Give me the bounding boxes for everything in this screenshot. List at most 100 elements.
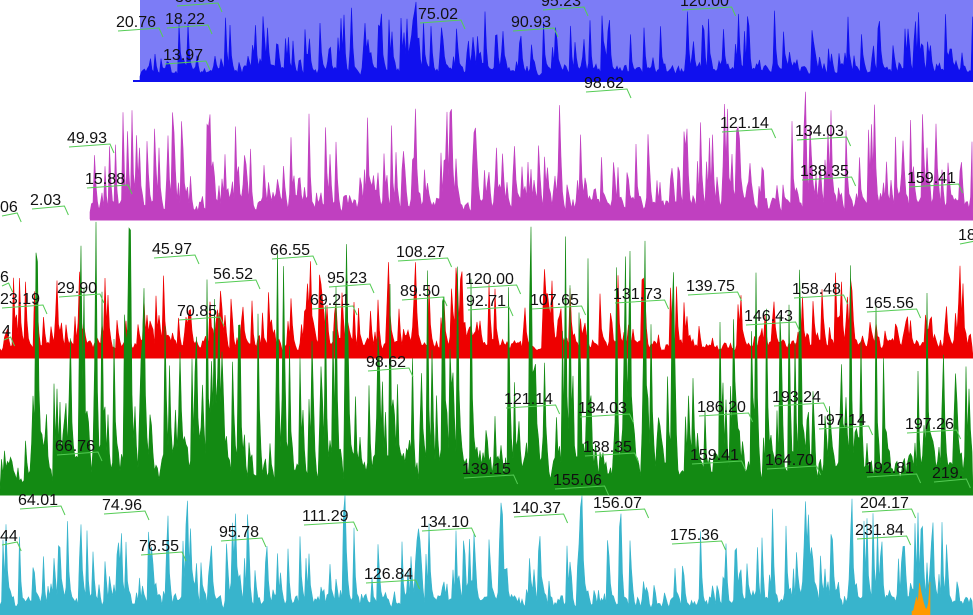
peak-leader <box>1 282 14 293</box>
peak-leader <box>117 27 164 38</box>
peak-leader <box>554 485 610 496</box>
peak-leader <box>933 478 971 489</box>
peak-label: 156.07 <box>593 495 642 512</box>
peak-label: 44 <box>0 528 18 545</box>
peak-leader <box>31 205 69 216</box>
peak-label: 76.55 <box>139 538 179 555</box>
peak-leader <box>1 304 48 315</box>
peak-label: 193.24 <box>772 389 821 406</box>
spectrum-fill-1 <box>139 1 973 82</box>
peak-leader <box>419 19 466 30</box>
peak-leader <box>691 460 747 471</box>
peak-label: 49.93 <box>67 130 107 147</box>
peak-label: 159.41 <box>907 170 956 187</box>
peak-leader <box>164 60 211 71</box>
peak-leader <box>166 24 213 35</box>
peak-leader <box>220 537 267 548</box>
peak-leader <box>801 176 857 187</box>
peak-label: 64.01 <box>18 492 58 509</box>
peak-label: 126.84 <box>364 566 413 583</box>
peak-label: 139.75 <box>686 278 735 295</box>
peak-leader <box>687 291 743 302</box>
peak-label: 165.56 <box>865 295 914 312</box>
peak-leader <box>594 508 650 519</box>
peak-leader <box>178 316 225 327</box>
peak-label: 66.76 <box>55 438 95 455</box>
peak-leader <box>959 240 973 245</box>
peak-label: 120.00 <box>465 271 514 288</box>
peak-leader <box>463 474 519 485</box>
peak-label: 139.15 <box>462 461 511 478</box>
peak-leader-layer <box>1 2 973 590</box>
peak-leader <box>861 508 917 519</box>
peak-label: 95.23 <box>541 0 581 10</box>
peak-label: 197.26 <box>905 416 954 433</box>
peak-leader <box>856 535 912 546</box>
peak-label: 120.00 <box>680 0 729 10</box>
peak-label: 95.78 <box>219 524 259 541</box>
peak-label: 69.21 <box>310 292 350 309</box>
peak-leader <box>818 425 874 436</box>
spectrum-fill-5 <box>0 495 973 615</box>
peak-leader <box>513 513 569 524</box>
peak-leader <box>773 402 829 413</box>
peak-label-layer: 13.97 18.22 20.76 30.96 75.02 90.93 95.23 120.0… <box>0 0 973 583</box>
peak-label: 18 <box>958 227 973 244</box>
peak-leader <box>681 6 737 17</box>
peak-leader <box>303 521 359 532</box>
peak-leader <box>421 527 477 538</box>
peak-label: 231.84 <box>855 522 904 539</box>
peak-leader <box>58 293 105 304</box>
peak-label: 111.29 <box>302 508 349 525</box>
peak-leader <box>671 540 727 551</box>
peak-label: 29.90 <box>57 280 97 297</box>
peak-leader <box>505 404 561 415</box>
peak-leader <box>1 541 22 552</box>
peak-label: 159.41 <box>690 447 739 464</box>
peak-leader <box>584 452 640 463</box>
peak-leader <box>56 451 103 462</box>
peak-label: 74.96 <box>102 497 142 514</box>
peak-leader <box>585 88 632 99</box>
peak-label: 197.14 <box>817 412 866 429</box>
peak-label: 75.02 <box>418 6 458 23</box>
peak-label: 146.43 <box>744 308 793 325</box>
peak-leader <box>365 579 421 590</box>
peak-leader <box>745 321 801 332</box>
peak-leader <box>19 505 66 516</box>
peak-leader <box>866 473 922 484</box>
peak-leader <box>579 413 635 424</box>
peak-label: 13.97 <box>163 47 203 64</box>
peak-label: 134.03 <box>578 400 627 417</box>
peak-leader <box>3 336 16 347</box>
peak-label: 204.17 <box>860 495 909 512</box>
peak-leader <box>721 128 777 139</box>
peak-label: 138.35 <box>800 163 849 180</box>
peak-leader <box>766 465 822 476</box>
peak-label: 219. <box>932 465 963 482</box>
peak-leader <box>866 308 922 319</box>
peak-leader <box>531 305 587 316</box>
peak-label: 45.97 <box>152 241 192 258</box>
spectrum-fill-4 <box>0 221 973 495</box>
peak-label: 192.81 <box>865 460 914 477</box>
peak-label: 98.62 <box>584 75 624 92</box>
peak-label: 134.03 <box>795 123 844 140</box>
spectrum-fill-2 <box>89 91 973 220</box>
peak-label: 164.70 <box>765 452 814 469</box>
peak-leader <box>466 284 522 295</box>
peak-label: 175.36 <box>670 527 719 544</box>
peak-leader <box>176 2 223 13</box>
peak-label: 186.20 <box>697 399 746 416</box>
peak-label: 121.14 <box>504 391 553 408</box>
peak-leader <box>908 183 964 194</box>
peak-label: 18.22 <box>165 11 205 28</box>
peak-label: 140.37 <box>512 500 561 517</box>
peak-leader <box>367 367 414 378</box>
peak-label: 155.06 <box>553 472 602 489</box>
peak-label: 107.65 <box>530 292 579 309</box>
peak-leader <box>698 412 754 423</box>
peak-label: 23.19 <box>0 291 40 308</box>
